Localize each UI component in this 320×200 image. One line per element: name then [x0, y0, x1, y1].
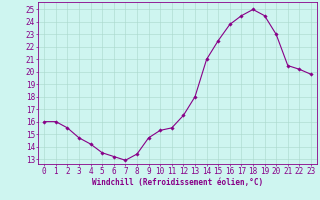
- X-axis label: Windchill (Refroidissement éolien,°C): Windchill (Refroidissement éolien,°C): [92, 178, 263, 187]
